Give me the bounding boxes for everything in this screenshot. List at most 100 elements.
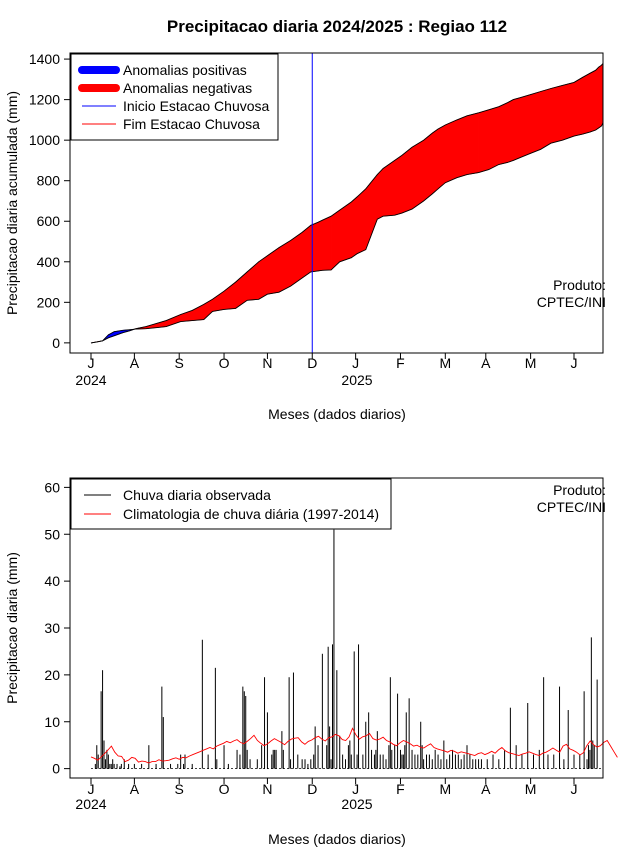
top-legend: Anomalias positivas Anomalias negativas … [70,53,279,141]
negative-anomaly-segment [165,314,181,328]
negative-anomaly-segment [437,124,446,190]
bottom-legend-box [70,478,392,530]
climatology-line [90,727,618,764]
negative-anomaly-segment [466,112,479,175]
negative-anomaly-segment [431,128,439,195]
top-y-axis: 0 200 400 600 800 1000 1200 1400 [29,51,70,351]
top-ytick-label: 400 [37,254,61,270]
legend-label-climatology: Climatologia de chuva diária (1997-2014) [123,506,379,522]
observed-rain-bars [94,529,598,769]
negative-anomaly-segment [330,209,341,271]
top-xtick-label: F [396,355,405,371]
negative-anomaly-segment [191,303,205,321]
bottom-y-axis: 0 10 20 30 40 50 60 [44,479,70,777]
top-xtick-label: S [175,355,184,371]
top-ytick-label: 800 [37,173,61,189]
bottom-xtick-label: M [439,781,451,797]
negative-anomaly-segment [377,167,384,220]
top-xtick-label: A [130,355,140,371]
legend-label-end: Fim Estacao Chuvosa [123,116,260,132]
observed-cumulative-line [90,122,604,344]
top-ytick-label: 1400 [29,51,60,67]
bottom-ytick-label: 20 [44,667,60,683]
top-ylabel: Precipitacao diaria acumulada (mm) [4,91,20,315]
bottom-ytick-label: 0 [52,761,60,777]
negative-anomaly-segment [301,224,312,279]
top-ytick-label: 0 [52,335,60,351]
negative-anomaly-segment [339,201,352,263]
negative-anomaly-segment [478,109,489,173]
top-xtick-label: D [307,355,317,371]
top-xtick-label: J [571,355,578,371]
bottom-ytick-label: 30 [44,620,60,636]
top-ytick-label: 1200 [29,92,60,108]
bottom-ytick-label: 40 [44,573,60,589]
legend-label-observed: Chuva diaria observada [123,487,271,503]
negative-anomaly-segment [365,173,378,250]
bottom-xtick-label: N [262,781,272,797]
negative-anomaly-segment [512,97,521,161]
bottom-xtick-label: D [307,781,317,797]
bottom-ytick-label: 50 [44,526,60,542]
bottom-xtick-label: A [481,781,491,797]
negative-anomaly-segment [444,119,458,184]
negative-anomaly-segment [550,85,563,144]
top-plot-frame [69,52,604,354]
bottom-xtick-label: J [352,781,359,797]
climatology-cumulative-line [90,63,604,344]
negative-anomaly-segment [290,231,303,287]
negative-anomaly-segment [394,154,403,216]
bottom-xtick-label: J [571,781,578,797]
bottom-ytick-label: 10 [44,714,60,730]
top-ytick-label: 1000 [29,132,60,148]
negative-anomaly-segment [246,261,260,301]
bottom-ylabel: Precipitacao diaria (mm) [4,552,20,704]
top-xtick-label: O [219,355,230,371]
chart-title: Precipitacao diaria 2024/2025 : Regiao 1… [167,17,507,36]
top-xtick-label: M [525,355,537,371]
negative-anomaly-segment [401,146,413,214]
bottom-xtick-label: F [396,781,405,797]
top-xtick-label: A [481,355,491,371]
negative-anomaly-segment [456,115,468,179]
bottom-xtick-label: M [525,781,537,797]
cumulative-precipitation-chart: 0 200 400 600 800 1000 1200 1400 J A S O N D J F M A M J P… [4,51,606,422]
negative-anomaly-segment [350,196,358,259]
legend-label-negative: Anomalias negativas [123,80,252,96]
negative-anomaly-segment [356,188,367,255]
negative-anomaly-segment [488,106,500,171]
bottom-ytick-label: 60 [44,479,60,495]
bottom-xtick-label: A [130,781,140,797]
negative-anomaly-segment [582,72,591,135]
negative-anomaly-segment [411,139,424,210]
top-xtick-label: J [88,355,95,371]
bottom-year-label-2: 2025 [341,796,372,812]
negative-anomaly-segment [258,255,268,300]
legend-label-start: Inicio Estacao Chuvosa [123,98,270,114]
negative-anomaly-segment [520,94,531,158]
top-xlabel: Meses (dados diarios) [268,406,406,422]
negative-anomaly-segment [589,69,596,133]
top-ytick-label: 600 [37,213,61,229]
negative-anomaly-segment [540,88,552,150]
bottom-annotation-line-2: CPTEC/INI [537,499,606,515]
bottom-year-label-1: 2024 [75,796,106,812]
top-year-label-2: 2025 [341,372,372,388]
bottom-legend: Chuva diaria observada Climatologia de c… [70,478,392,530]
bottom-xtick-label: J [88,781,95,797]
negative-anomaly-segment [382,159,395,217]
negative-anomaly-segment [317,219,323,272]
bottom-xtick-label: S [175,781,184,797]
negative-anomaly-segment [530,91,542,154]
top-xtick-label: J [352,355,359,371]
negative-anomaly-segment [423,132,433,202]
top-xtick-label: N [262,355,272,371]
legend-label-positive: Anomalias positivas [123,62,247,78]
bottom-annotation-line-1: Produto: [553,482,606,498]
negative-anomaly-segment [573,76,583,137]
top-ytick-label: 200 [37,294,61,310]
top-annotation-line-1: Produto: [553,277,606,293]
